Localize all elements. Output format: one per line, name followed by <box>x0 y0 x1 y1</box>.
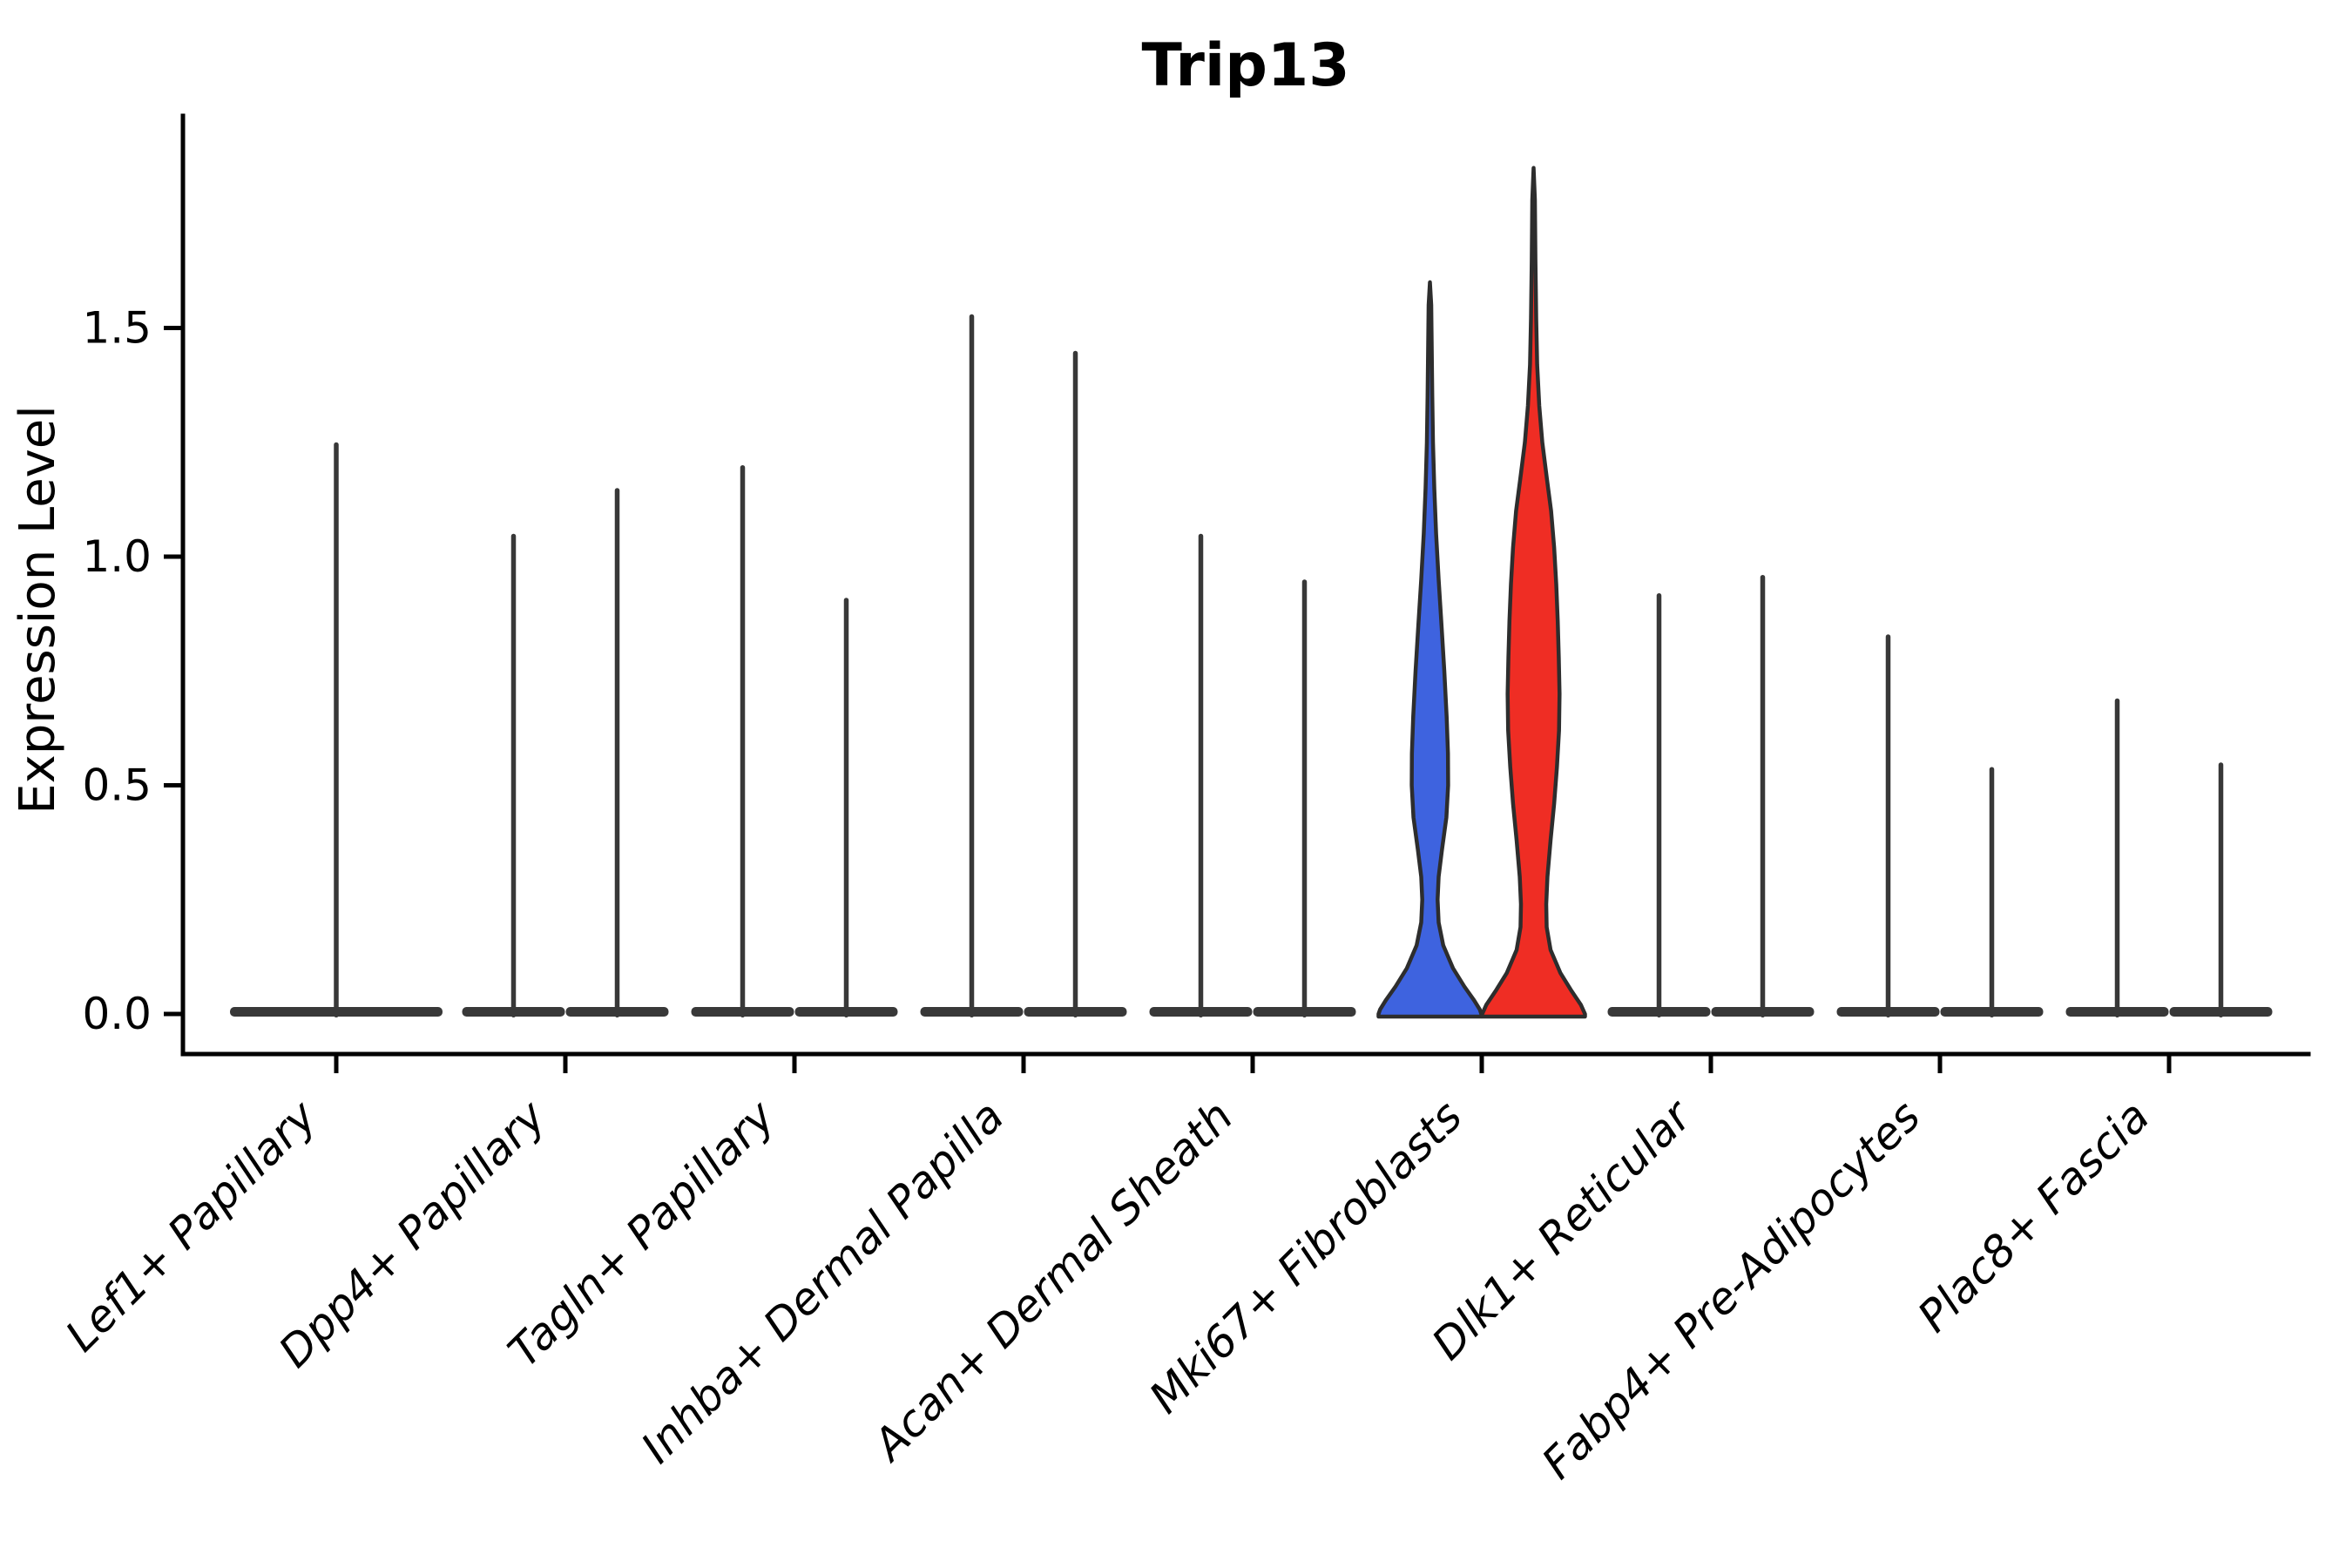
violin-spike <box>1760 575 1766 1017</box>
y-tick-label: 1.0 <box>82 531 152 582</box>
y-axis-label: Expression Level <box>10 405 66 814</box>
violin-spike <box>969 314 975 1017</box>
y-tick-label: 1.5 <box>82 303 152 354</box>
violin-density <box>1480 166 1587 1019</box>
x-tick-label: Fabp4+ Pre-Adipocytes <box>1532 1091 1930 1489</box>
x-tick-label: Inhba+ Dermal Papilla <box>632 1091 1013 1472</box>
violin-spike <box>334 442 339 1017</box>
violin-spike <box>614 488 620 1017</box>
y-tick-label: 0.0 <box>82 989 152 1039</box>
violin-spike <box>1198 533 1204 1017</box>
violin-spike <box>1301 579 1308 1017</box>
violin-spike <box>1072 350 1078 1017</box>
violin-spike <box>2218 762 2224 1017</box>
violin-density <box>1376 280 1484 1019</box>
violin-spike <box>510 533 517 1017</box>
violin-spike <box>2114 698 2120 1017</box>
violin-spike <box>1885 634 1891 1017</box>
violin-spike <box>843 598 849 1017</box>
x-tick-label: Lef1+ Papillary <box>56 1090 327 1361</box>
violin-spike <box>1989 767 1995 1017</box>
x-tick-label: Plac8+ Fascia <box>1909 1091 2159 1342</box>
chart-title: Trip13 <box>1141 31 1349 100</box>
violin-spike <box>740 465 746 1017</box>
x-tick-label: Acan+ Dermal Sheath <box>862 1091 1243 1471</box>
axis-spines <box>180 113 2311 1057</box>
violin-spike <box>1656 593 1662 1017</box>
y-tick-label: 0.5 <box>82 760 152 811</box>
